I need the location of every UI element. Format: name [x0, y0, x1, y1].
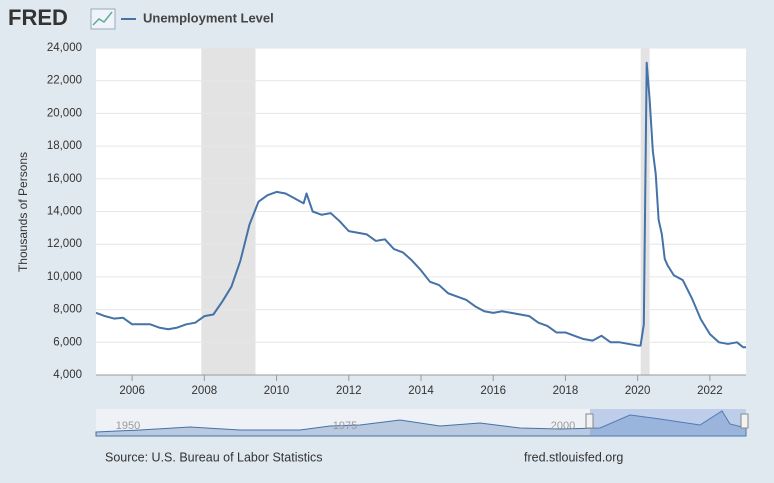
data-line — [95, 61, 746, 349]
y-tick-label: 6,000 — [53, 336, 82, 348]
navigator-overview — [95, 410, 747, 437]
legend-label: Unemployment Level — [143, 10, 274, 25]
x-tick-label: 2014 — [408, 385, 434, 397]
navigator[interactable]: 1950 1975 2000 — [95, 409, 749, 437]
y-tick-label: 24,000 — [47, 42, 82, 54]
y-tick-label: 14,000 — [47, 206, 82, 218]
navigator-label: 1950 — [116, 420, 140, 432]
navigator-selection[interactable] — [590, 409, 746, 436]
x-tick-label: 2012 — [336, 385, 362, 397]
navigator-label: 1975 — [333, 420, 357, 432]
x-tick-label: 2022 — [697, 385, 723, 397]
y-tick-label: 10,000 — [47, 271, 82, 283]
navigator-label: 2000 — [551, 420, 575, 432]
y-tick-label: 18,000 — [47, 140, 82, 152]
site-link[interactable]: fred.stlouisfed.org — [524, 450, 623, 464]
y-axis-label: Thousands of Persons — [16, 152, 30, 272]
logo-icon-line — [92, 11, 113, 26]
x-tick-label: 2008 — [192, 385, 218, 397]
y-tick-label: 20,000 — [47, 107, 82, 119]
x-tick-label: 2020 — [625, 385, 651, 397]
x-tick-label: 2010 — [264, 385, 290, 397]
y-tick-label: 12,000 — [47, 238, 82, 250]
x-tick-label: 2018 — [553, 385, 579, 397]
y-tick-label: 8,000 — [53, 304, 82, 316]
x-tick-label: 2016 — [480, 385, 506, 397]
y-tick-label: 22,000 — [47, 75, 82, 87]
logo: FRED — [8, 5, 68, 30]
y-tick-label: 16,000 — [47, 173, 82, 185]
x-tick-label: 2006 — [119, 385, 145, 397]
navigator-handle[interactable] — [585, 413, 594, 429]
navigator-handle[interactable] — [740, 413, 749, 429]
source: Source: U.S. Bureau of Labor Statistics — [105, 450, 322, 464]
logo-icon — [90, 8, 116, 30]
y-tick-label: 4,000 — [53, 369, 82, 381]
